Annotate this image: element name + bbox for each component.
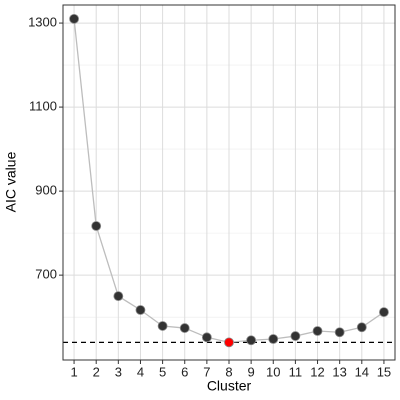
point bbox=[290, 331, 301, 341]
point bbox=[356, 322, 367, 333]
x-axis-title: Cluster bbox=[207, 378, 252, 394]
point bbox=[268, 334, 279, 344]
point bbox=[379, 307, 389, 318]
x-tick-label: 14 bbox=[355, 364, 369, 379]
y-tick-label: 1100 bbox=[29, 99, 57, 114]
x-tick-label: 5 bbox=[159, 364, 166, 379]
y-tick-label: 1300 bbox=[28, 15, 57, 30]
point bbox=[246, 335, 257, 346]
x-tick-label: 4 bbox=[137, 364, 144, 379]
x-tick-label: 6 bbox=[181, 364, 188, 379]
point bbox=[91, 221, 102, 231]
x-tick-label: 8 bbox=[225, 364, 232, 379]
x-tick-label: 13 bbox=[332, 364, 346, 379]
x-tick-label: 7 bbox=[203, 364, 210, 379]
x-tick-label: 10 bbox=[266, 364, 280, 379]
y-tick-label: 700 bbox=[35, 267, 57, 282]
x-tick-label: 1 bbox=[70, 364, 77, 379]
point bbox=[334, 327, 345, 338]
x-tick-label: 2 bbox=[93, 364, 100, 379]
panel-border bbox=[62, 4, 396, 361]
point bbox=[312, 326, 323, 336]
point bbox=[224, 337, 234, 348]
x-tick-label: 15 bbox=[377, 364, 391, 379]
x-tick-label: 12 bbox=[310, 364, 324, 379]
x-tick-label: 11 bbox=[289, 364, 303, 379]
point bbox=[69, 13, 79, 24]
x-tick-label: 9 bbox=[248, 364, 255, 379]
point bbox=[179, 323, 190, 333]
y-tick-label: 900 bbox=[35, 183, 57, 198]
point bbox=[113, 291, 124, 302]
point bbox=[201, 332, 212, 343]
point bbox=[157, 321, 168, 331]
x-tick-label: 3 bbox=[115, 364, 122, 379]
y-axis-title: AIC value bbox=[3, 151, 19, 212]
point bbox=[135, 305, 146, 315]
